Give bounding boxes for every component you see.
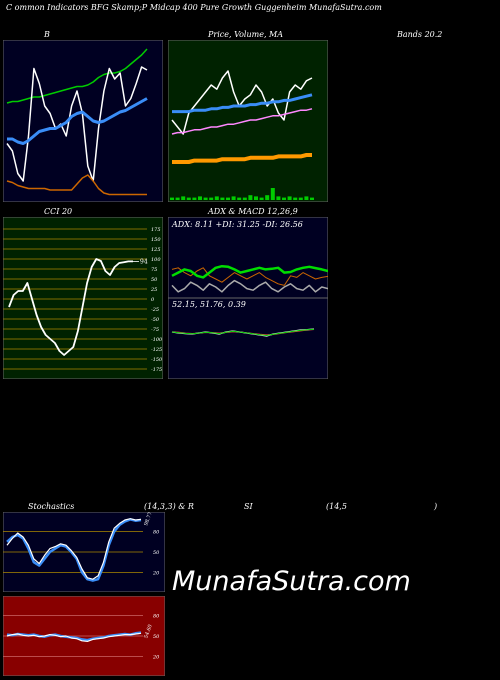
cci-tick-0: 175 (151, 227, 161, 233)
bollinger-series-0 (6, 48, 148, 104)
st-tick-0: 80 (153, 530, 160, 536)
volume-bar-13 (242, 197, 247, 200)
st-tick-2: 20 (152, 570, 160, 576)
volume-bar-22 (293, 197, 298, 200)
cci-tick-5: 50 (151, 277, 158, 283)
macd-histogram-line (171, 328, 315, 336)
cci-label: CCI 20 (44, 207, 73, 216)
cci-line (8, 258, 133, 356)
volume-bar-11 (231, 196, 236, 200)
cci-tick-2: 125 (151, 247, 161, 253)
volume-bar-2 (181, 196, 186, 200)
bollinger-panel (3, 40, 163, 202)
volume-bar-20 (282, 197, 286, 200)
rsi-tick-2: 20 (152, 654, 160, 660)
price-series-2 (171, 108, 313, 135)
adx-series-2 (171, 264, 328, 279)
volume-bar-12 (237, 197, 242, 200)
volume-bar-0 (170, 197, 174, 200)
volume-bar-14 (248, 195, 253, 200)
adx-series-0 (171, 267, 328, 286)
st-series-0 (6, 518, 142, 582)
volume-bar-7 (209, 197, 214, 200)
rsi-tick-0: 80 (153, 614, 160, 620)
cci-panel: 175 150 125 100 75 50 25 0 -25 -50 -75 -100 -125 -150… (3, 217, 163, 379)
rsi-series-0 (6, 631, 142, 642)
cci-tick-14: -175 (151, 367, 162, 373)
volume-bar-21 (287, 196, 292, 200)
price-series-0 (171, 70, 313, 135)
macd-values: 52.15, 51.76, 0.39 (172, 300, 246, 309)
adx-values: ADX: 8.11 +DI: 31.25 -DI: 26.56 (172, 220, 303, 229)
bands-label-right: Bands 20.2 (397, 30, 443, 39)
volume-bar-19 (276, 196, 281, 200)
cci-tick-12: -125 (151, 347, 162, 353)
cci-tick-4: 75 (151, 267, 157, 273)
rsi-chart: 80 50 20 54.60 (3, 596, 165, 676)
cci-chart: 175 150 125 100 75 50 25 0 -25 -50 -75 -100 -125 -150… (3, 217, 163, 379)
volume-bar-8 (214, 196, 219, 200)
rsi-series-1 (6, 632, 142, 643)
volume-bar-17 (265, 195, 270, 200)
adx-series-1 (171, 279, 328, 293)
cci-tick-10: -75 (151, 327, 159, 333)
volume-bar-5 (198, 196, 202, 200)
volume-bar-24 (304, 196, 309, 200)
cci-tick-7: 0 (151, 297, 155, 303)
bollinger-series-3 (6, 174, 147, 196)
volume-bar-25 (310, 197, 314, 200)
cci-tick-3: 100 (151, 257, 161, 263)
st-last-value: 98.77 (143, 512, 154, 527)
st-tick-1: 50 (153, 550, 160, 556)
stoch-si: SI (244, 502, 253, 511)
cci-tick-1: 150 (151, 237, 161, 243)
bands-label-left: B (44, 30, 50, 39)
price-panel (168, 40, 328, 202)
bollinger-series-1 (6, 66, 148, 182)
price-series-3 (172, 153, 312, 164)
stoch-params: (14,3,3) & R (144, 502, 194, 511)
stoch-close: ) (434, 502, 438, 511)
stoch-panel: 80 50 20 98.77 (3, 512, 165, 592)
volume-bar-6 (203, 197, 208, 200)
price-series-1 (172, 93, 313, 114)
rsi-tick-1: 50 (153, 634, 160, 640)
bollinger-series-2 (7, 97, 148, 145)
volume-bar-4 (192, 197, 197, 200)
volume-bar-16 (259, 197, 264, 200)
volume-bar-3 (186, 197, 191, 200)
adx-panel: ADX: 8.11 +DI: 31.25 -DI: 26.56 52.15, 5… (168, 217, 328, 379)
st-series-1 (6, 518, 142, 580)
volume-bar-9 (220, 197, 225, 200)
price-label: Price, Volume, MA (208, 30, 284, 39)
cci-tick-9: -50 (151, 317, 160, 323)
stoch-rsi: (14,5 (326, 502, 347, 511)
volume-bar-10 (226, 197, 230, 200)
stoch-label: Stochastics (28, 502, 75, 511)
rsi-last-value: 54.60 (143, 624, 154, 640)
cci-tick-8: -25 (151, 307, 159, 313)
page-title: C ommon Indicators BFG Skamp;P Midcap 40… (6, 3, 382, 12)
bollinger-chart (3, 40, 163, 202)
volume-bar-18 (270, 188, 275, 200)
adx-macd-chart (168, 217, 328, 379)
adx-macd-label: ADX & MACD 12,26,9 (208, 207, 298, 216)
watermark: MunafaSutra.com (172, 566, 411, 597)
volume-bar-1 (175, 197, 180, 200)
cci-last-value: 94 (140, 258, 148, 265)
price-chart (168, 40, 328, 202)
rsi-panel: 80 50 20 54.60 (3, 596, 165, 676)
cci-tick-13: -150 (151, 357, 163, 363)
volume-bar-15 (254, 196, 258, 200)
volume-bar-23 (298, 197, 303, 200)
cci-tick-11: -100 (151, 337, 163, 343)
cci-tick-6: 25 (150, 287, 157, 293)
stochastics-chart: 80 50 20 98.77 (3, 512, 165, 592)
